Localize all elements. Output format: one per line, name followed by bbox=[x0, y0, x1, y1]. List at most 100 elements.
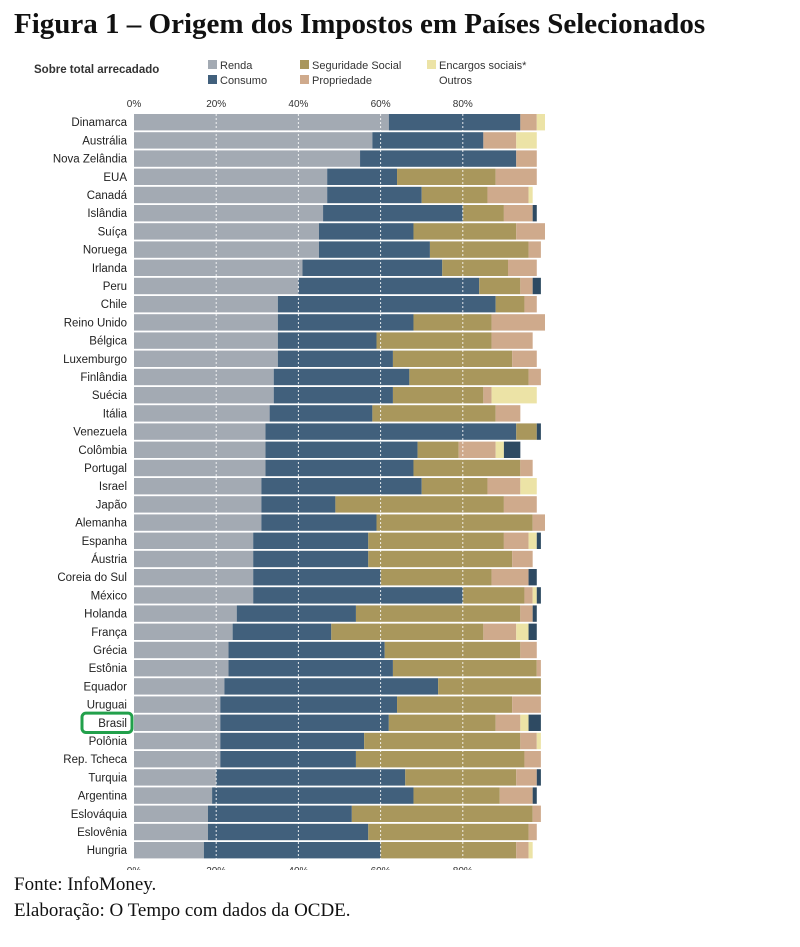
bar-alemanha-propriedade bbox=[532, 514, 545, 531]
bar-chile-consumo bbox=[277, 296, 496, 313]
bar-chile-propriedade bbox=[524, 296, 537, 313]
bar-nova-zelandia-consumo bbox=[360, 150, 517, 167]
bar-dinamarca-renda bbox=[134, 114, 389, 131]
bar-portugal-renda bbox=[134, 459, 266, 477]
bar-irlanda-propriedade bbox=[508, 259, 537, 276]
bar-japao-propriedade bbox=[503, 496, 537, 513]
legend-swatch-propriedade bbox=[300, 75, 309, 84]
x-tick-bottom-80: 80% bbox=[453, 866, 473, 870]
bar-holanda-consumo bbox=[236, 605, 356, 622]
bar-israel-renda bbox=[134, 478, 262, 495]
bar-franca-propriedade bbox=[483, 623, 517, 640]
bar-holanda-seguridade-social bbox=[355, 605, 521, 622]
x-tick-top-60: 60% bbox=[371, 99, 391, 110]
bar-mexico-encargos-sociais bbox=[532, 587, 537, 604]
bar-mexico-consumo bbox=[253, 587, 463, 604]
bar-eslovaquia-propriedade bbox=[532, 805, 541, 822]
label-italia: Itália bbox=[103, 408, 128, 420]
x-tick-top-40: 40% bbox=[288, 99, 308, 110]
bar-brasil-consumo bbox=[220, 714, 389, 731]
bar-austria-propriedade bbox=[512, 550, 533, 568]
bar-mexico-renda bbox=[134, 587, 254, 604]
bar-portugal-consumo bbox=[265, 459, 414, 477]
bar-brasil-outros bbox=[528, 714, 541, 731]
bar-grecia-propriedade bbox=[520, 641, 537, 659]
legend-label-propriedade: Propriedade bbox=[312, 75, 372, 87]
label-irlanda: Irlanda bbox=[92, 263, 128, 275]
bar-grecia-renda bbox=[134, 641, 229, 659]
bar-brasil-seguridade-social bbox=[388, 714, 496, 731]
bar-dinamarca-propriedade bbox=[520, 114, 537, 131]
bar-canada-encargos-sociais bbox=[528, 186, 533, 204]
bars bbox=[134, 114, 545, 859]
bar-suica-renda bbox=[134, 223, 319, 240]
bar-reino-unido-renda bbox=[134, 314, 278, 331]
bar-estonia-renda bbox=[134, 660, 229, 677]
bar-venezuela-consumo bbox=[265, 423, 517, 440]
bar-luxemburgo-consumo bbox=[277, 350, 393, 367]
bar-luxemburgo-propriedade bbox=[512, 350, 537, 367]
x-axis-bottom: 0% 20% 40% 60% 80% bbox=[127, 866, 473, 870]
bar-dinamarca-consumo bbox=[388, 114, 521, 131]
label-nova-zelandia: Nova Zelândia bbox=[53, 154, 128, 166]
label-equador: Equador bbox=[84, 681, 128, 693]
bar-australia-renda bbox=[134, 132, 373, 149]
legend-swatch-renda bbox=[208, 60, 217, 69]
bar-finlandia-seguridade-social bbox=[409, 368, 529, 386]
bar-colombia-outros bbox=[503, 441, 521, 458]
label-argentina: Argentina bbox=[78, 791, 128, 803]
bar-eslovenia-renda bbox=[134, 823, 208, 841]
bar-alemanha-consumo bbox=[261, 514, 377, 531]
bar-holanda-outros bbox=[532, 605, 537, 622]
bar-venezuela-renda bbox=[134, 423, 266, 440]
bar-colombia-consumo bbox=[265, 441, 418, 458]
bar-alemanha-seguridade-social bbox=[376, 514, 533, 531]
bar-eslovenia-seguridade-social bbox=[368, 823, 529, 841]
label-eua: EUA bbox=[103, 172, 127, 184]
bar-polonia-renda bbox=[134, 732, 221, 750]
label-estonia: Estônia bbox=[89, 663, 128, 675]
bar-coreia-do-sul-renda bbox=[134, 569, 254, 586]
bar-finlandia-propriedade bbox=[528, 368, 541, 386]
label-israel: Israel bbox=[99, 481, 127, 493]
bar-coreia-do-sul-seguridade-social bbox=[380, 569, 492, 586]
bar-noruega-renda bbox=[134, 241, 319, 258]
bar-eslovenia-propriedade bbox=[528, 823, 537, 841]
x-axis-top: 0% 20% 40% 60% 80% bbox=[127, 99, 473, 110]
bar-austria-consumo bbox=[253, 550, 369, 568]
label-mexico: México bbox=[91, 590, 127, 602]
legend-label-outros: Outros bbox=[439, 75, 473, 87]
bar-eua-propriedade bbox=[495, 168, 537, 185]
bar-islandia-outros bbox=[532, 205, 537, 222]
x-tick-top-0: 0% bbox=[127, 99, 142, 110]
legend-swatch-encargos-sociais bbox=[427, 60, 436, 69]
label-belgica: Bélgica bbox=[89, 336, 127, 348]
bar-venezuela-seguridade-social bbox=[516, 423, 537, 440]
bar-italia-propriedade bbox=[495, 405, 521, 422]
bar-peru-propriedade bbox=[520, 277, 533, 295]
bar-austria-seguridade-social bbox=[368, 550, 513, 568]
bar-rep-tcheca-renda bbox=[134, 751, 221, 768]
bar-franca-renda bbox=[134, 623, 233, 640]
bar-mexico-outros bbox=[536, 587, 541, 604]
bar-eua-renda bbox=[134, 168, 328, 185]
bar-grecia-consumo bbox=[228, 641, 385, 659]
legend-swatch-seguridade-social bbox=[300, 60, 309, 69]
label-franca: França bbox=[91, 627, 127, 639]
bar-luxemburgo-seguridade-social bbox=[392, 350, 513, 367]
label-dinamarca: Dinamarca bbox=[71, 117, 127, 129]
label-brasil: Brasil bbox=[98, 718, 127, 730]
bar-italia-renda bbox=[134, 405, 270, 422]
bar-estonia-propriedade bbox=[536, 660, 541, 677]
bar-franca-encargos-sociais bbox=[516, 623, 529, 640]
bar-japao-renda bbox=[134, 496, 262, 513]
bar-israel-propriedade bbox=[487, 478, 521, 495]
bar-suica-consumo bbox=[318, 223, 414, 240]
label-canada: Canadá bbox=[87, 190, 128, 202]
label-colombia: Colômbia bbox=[78, 445, 127, 457]
bar-japao-seguridade-social bbox=[335, 496, 504, 513]
label-australia: Austrália bbox=[82, 135, 127, 147]
bar-equador-renda bbox=[134, 678, 225, 695]
bar-colombia-renda bbox=[134, 441, 266, 458]
bar-holanda-propriedade bbox=[520, 605, 533, 622]
